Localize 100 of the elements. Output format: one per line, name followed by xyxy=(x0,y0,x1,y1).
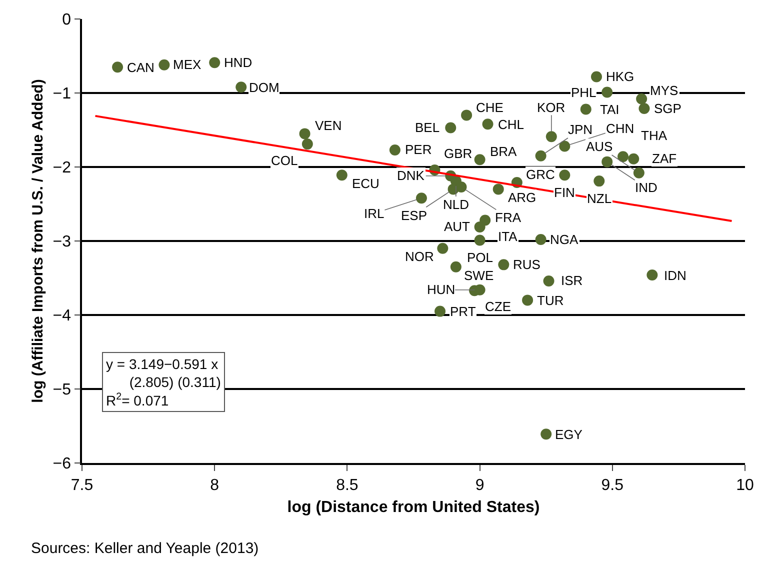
annotation: RUS xyxy=(513,257,541,272)
x-tick-label: 9.5 xyxy=(601,476,624,494)
point xyxy=(474,154,486,166)
annotation: ITA xyxy=(498,229,518,244)
point xyxy=(546,131,557,142)
annotation: IND xyxy=(635,180,658,195)
annotation: HND xyxy=(224,55,252,70)
point xyxy=(416,192,427,204)
point xyxy=(158,59,170,70)
annotation: JPN xyxy=(568,122,593,137)
annotation: NGA xyxy=(550,232,578,247)
source-note: Sources: Keller and Yeaple (2013) xyxy=(31,540,259,557)
x-tick-label: 7.5 xyxy=(70,476,94,494)
y-axis-title: log (Affiliate Imports from U.S. / Value Added) xyxy=(30,79,47,403)
annotation: NZL xyxy=(587,191,612,206)
point xyxy=(522,294,534,306)
point xyxy=(474,234,486,246)
point xyxy=(498,259,510,270)
y-tick-label: −5 xyxy=(52,382,72,399)
point xyxy=(636,93,648,104)
annotation: CAN xyxy=(127,60,154,75)
x-tick-label: 9 xyxy=(475,476,484,494)
annotation: NLD xyxy=(443,197,470,212)
annotation: CHN xyxy=(606,121,634,136)
annotation: ARG xyxy=(508,190,536,205)
annotation: HUN xyxy=(427,282,456,297)
point xyxy=(461,110,472,121)
annotation: CHE xyxy=(476,100,504,115)
annotation: HKG xyxy=(606,69,634,84)
point xyxy=(450,261,462,272)
annotation: FRA xyxy=(495,210,522,225)
y-tick-label: −3 xyxy=(52,234,72,251)
x-tick-label: 8 xyxy=(210,476,220,494)
annotation: EGY xyxy=(555,427,583,442)
point xyxy=(646,270,658,281)
y-tick-label: −6 xyxy=(52,456,72,473)
point xyxy=(474,221,486,232)
point xyxy=(543,275,554,286)
point xyxy=(559,170,570,181)
point xyxy=(535,150,546,162)
annotation: FIN xyxy=(554,185,575,200)
annotation: MEX xyxy=(173,57,202,72)
annotation: KOR xyxy=(537,100,566,115)
annotation: ISR xyxy=(561,273,583,288)
point xyxy=(580,104,592,115)
annotation: COL xyxy=(271,153,298,168)
point xyxy=(618,151,629,162)
annotation: DOM xyxy=(249,80,280,95)
annotation: POL xyxy=(467,250,494,265)
point xyxy=(535,234,546,246)
point xyxy=(236,82,247,93)
annotation: PHL xyxy=(571,85,596,100)
annotation: PRT xyxy=(450,304,476,319)
y-tick-label: 0 xyxy=(62,12,72,29)
point xyxy=(492,184,504,195)
annotation: IRL xyxy=(364,206,384,221)
annotation: THA xyxy=(641,128,668,143)
point xyxy=(602,156,613,168)
annotation: MYS xyxy=(650,83,678,98)
annotation: NOR xyxy=(405,249,434,264)
annotation: SGP xyxy=(654,101,682,116)
point xyxy=(336,170,348,181)
annotation: GRC xyxy=(526,167,555,182)
annotation: BEL xyxy=(415,120,440,135)
y-tick-label: −4 xyxy=(52,308,72,325)
point xyxy=(209,57,220,68)
point xyxy=(559,140,570,152)
y-tick-label: −1 xyxy=(52,86,72,103)
point xyxy=(302,138,313,150)
point xyxy=(434,306,446,317)
x-tick-label: 8.5 xyxy=(336,476,358,494)
annotation: AUT xyxy=(444,219,470,234)
annotation: GBR xyxy=(444,146,472,161)
point xyxy=(389,144,400,156)
annotation: BRA xyxy=(490,144,518,159)
point xyxy=(594,176,605,187)
annotation: ESP xyxy=(401,208,428,223)
annotation: DNK xyxy=(397,168,425,183)
point xyxy=(112,62,124,73)
annotation: VEN xyxy=(315,118,342,133)
point xyxy=(628,153,640,164)
point xyxy=(437,242,448,254)
annotation: TAI xyxy=(600,102,620,117)
point xyxy=(602,86,613,98)
annotation: CHL xyxy=(498,117,524,132)
x-axis-title: log (Distance from United States) xyxy=(287,499,540,516)
point xyxy=(482,118,494,130)
annotation: y = 3.149−0.591 x (2.805) (0.311) R$^{2}$= 0.071 xyxy=(106,356,221,408)
annotation: CZE xyxy=(485,299,512,314)
annotation: TUR xyxy=(537,293,564,308)
annotation: PER xyxy=(405,142,432,157)
y-tick-label: −2 xyxy=(52,160,72,177)
x-tick-label: 10 xyxy=(736,476,754,494)
point xyxy=(445,122,456,134)
point xyxy=(638,103,650,114)
annotation: AUS xyxy=(586,139,614,154)
point xyxy=(590,71,602,82)
annotation: IDN xyxy=(664,268,686,283)
annotation: ECU xyxy=(352,176,380,191)
point xyxy=(540,428,552,440)
